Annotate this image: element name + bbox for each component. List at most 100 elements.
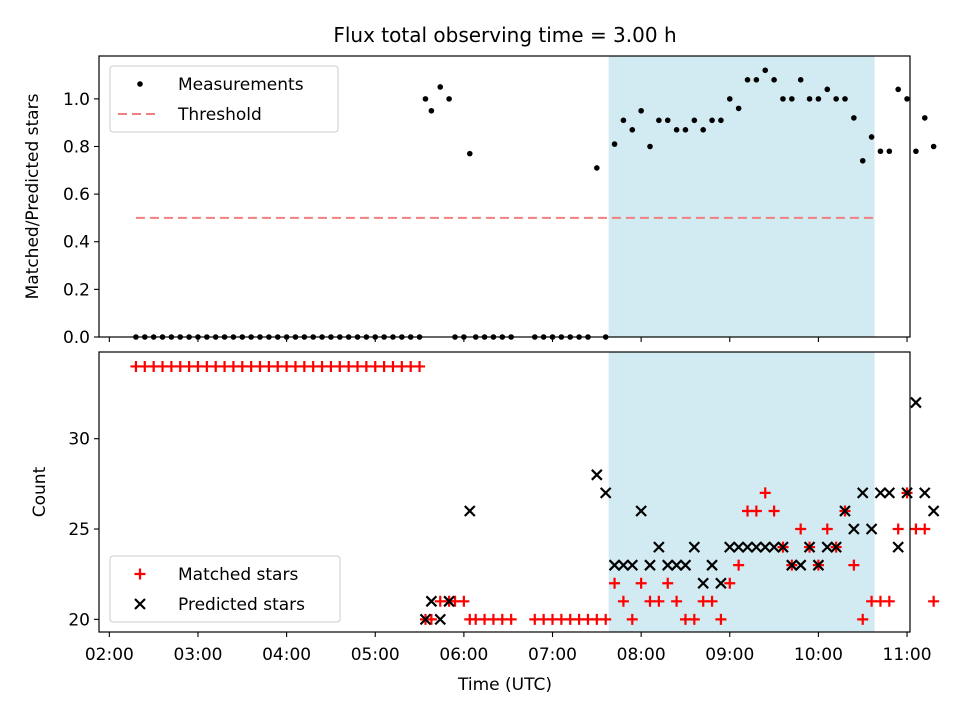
x-tick-label: 03:00 — [173, 645, 222, 665]
y-axis-label: Matched/Predicted stars — [23, 93, 43, 299]
data-point — [682, 127, 689, 133]
data-point — [706, 595, 718, 607]
y-tick-label: 0.6 — [63, 185, 90, 205]
x-tick-label: 10:00 — [794, 645, 843, 665]
x-tick-label: 11:00 — [883, 645, 932, 665]
legend-box — [109, 65, 339, 133]
data-point — [644, 559, 656, 571]
data-point — [735, 105, 742, 112]
data-point — [662, 577, 674, 589]
data-point — [930, 143, 937, 150]
data-point — [803, 541, 816, 553]
y-tick-label: 0.8 — [63, 137, 90, 157]
data-point — [422, 96, 429, 102]
x-tick-label: 04:00 — [262, 645, 311, 665]
data-point — [700, 127, 706, 133]
data-point — [733, 559, 745, 571]
data-point — [706, 559, 718, 571]
x-tick-label: 02:00 — [85, 645, 134, 665]
data-point — [892, 523, 904, 535]
data-point — [815, 96, 822, 102]
data-point — [927, 505, 940, 517]
data-point — [868, 134, 875, 140]
data-point — [724, 541, 736, 553]
legend-marker — [137, 81, 143, 87]
data-point — [443, 595, 455, 608]
data-point — [437, 84, 444, 90]
data-point — [608, 559, 621, 571]
x-tick-label: 06:00 — [439, 645, 488, 665]
data-point — [638, 107, 644, 114]
data-point — [848, 523, 860, 535]
data-point — [859, 157, 866, 164]
data-point — [419, 613, 432, 626]
data-point — [830, 541, 842, 553]
series-measurements — [133, 67, 937, 340]
data-point — [591, 469, 603, 481]
data-point — [656, 117, 662, 124]
data-point — [759, 541, 772, 553]
legend-marker — [134, 568, 146, 580]
legend-label: Threshold — [177, 105, 262, 125]
data-point — [599, 487, 612, 499]
legend: Matched stars Predicted stars — [109, 555, 341, 623]
data-point — [620, 117, 627, 124]
legend-label: Measurements — [178, 75, 304, 95]
x-tick-label: 08:00 — [617, 645, 666, 665]
legend-label: Predicted stars — [178, 595, 305, 615]
data-point — [842, 96, 848, 102]
y-tick-label: 30 — [68, 430, 90, 450]
data-point — [626, 613, 638, 625]
data-point — [928, 595, 940, 607]
data-point — [883, 487, 896, 499]
data-point — [910, 396, 922, 409]
data-point — [789, 96, 795, 102]
data-point — [812, 559, 825, 571]
data-point — [688, 613, 700, 625]
data-point — [797, 77, 804, 83]
data-point — [691, 117, 698, 124]
y-tick-label: 0.2 — [63, 280, 90, 300]
data-point — [647, 143, 653, 150]
series-matched-stars — [130, 360, 940, 625]
data-point — [697, 577, 709, 590]
x-tick-label: 07:00 — [528, 645, 577, 665]
count-panel: 20 25 30 02:00 03:00 04:00 05:00 06:00 07:00 08:0… — [30, 351, 940, 665]
data-point — [609, 577, 621, 589]
data-point — [671, 595, 683, 607]
shaded-span — [608, 352, 875, 632]
data-point — [865, 523, 878, 535]
data-point — [617, 559, 630, 571]
data-point — [664, 117, 671, 124]
y-tick-label: 0.4 — [63, 233, 90, 253]
data-point — [777, 541, 789, 553]
data-point — [679, 559, 692, 571]
data-point — [600, 613, 612, 625]
legend-marker — [134, 598, 146, 610]
data-point — [786, 559, 798, 571]
data-point — [750, 541, 763, 553]
data-point — [744, 77, 751, 83]
data-point — [715, 613, 727, 625]
data-point — [750, 505, 762, 517]
data-point — [874, 487, 887, 499]
data-point — [709, 117, 715, 124]
data-point — [617, 595, 629, 607]
data-point — [629, 127, 636, 133]
data-point — [821, 541, 834, 553]
data-point — [780, 96, 786, 102]
data-point — [635, 505, 647, 517]
data-point — [464, 505, 476, 517]
data-point — [768, 541, 780, 553]
axes-frame — [98, 351, 911, 633]
shaded-span — [608, 56, 875, 337]
data-point — [653, 595, 665, 607]
data-point — [458, 595, 470, 607]
data-point — [762, 67, 769, 74]
data-point — [771, 77, 777, 83]
data-point — [726, 96, 733, 102]
y-tick-label: 0.0 — [63, 328, 90, 348]
data-point — [759, 487, 771, 499]
data-point — [856, 487, 869, 499]
